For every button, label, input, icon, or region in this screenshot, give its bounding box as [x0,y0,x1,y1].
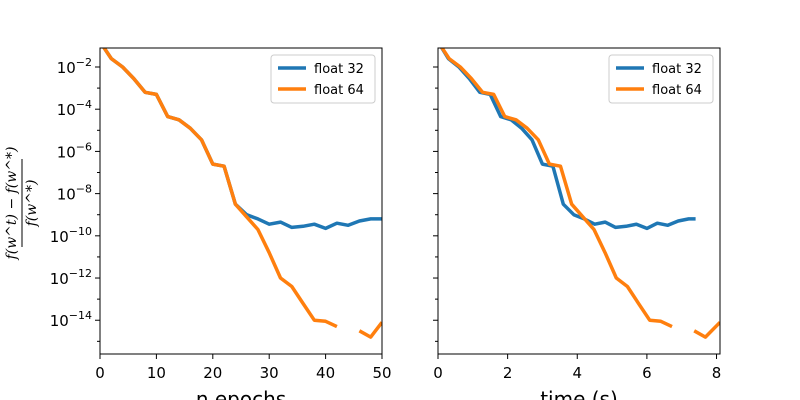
y-tick-label: 10−4 [57,98,92,119]
series-line-float64 [102,48,382,339]
y-label-denominator: f(w^*) [24,180,40,228]
x-tick-label: 20 [203,364,222,382]
series-layer [102,48,382,339]
y-label-numerator: f(w^t) − f(w^*) [4,147,20,261]
y-tick-label: 10−6 [57,140,92,161]
x-tick-label: 40 [316,364,335,382]
x-tick-label: 4 [572,364,582,382]
y-tick-label: 10−2 [57,56,92,77]
x-tick-label: 0 [95,364,105,382]
chart-time: 0 2 4 6 8 time (s) float 32 float 64 [433,47,722,400]
x-axis-title: n epochs [196,387,286,400]
axes-frame [437,47,721,355]
y-tick-label: 10−10 [50,225,92,246]
legend: float 32 float 64 [270,54,376,104]
x-tick-label: 30 [260,364,279,382]
legend-label: float 32 [652,62,702,77]
x-tick-label: 8 [712,364,722,382]
y-axis-label: f(w^t) − f(w^*) f(w^*) [4,147,40,261]
x-tick-label: 10 [147,364,166,382]
legend-label: float 32 [314,62,364,77]
legend-label: float 64 [314,83,364,98]
axes-frame [99,47,383,355]
y-tick-label: 10−12 [50,267,92,288]
legend: float 32 float 64 [608,54,714,104]
y-tick-label: 10−8 [57,183,92,204]
x-tick-label: 6 [642,364,652,382]
y-tick-label: 10−14 [50,309,92,330]
x-tick-label: 2 [503,364,513,382]
series-layer [439,48,720,339]
x-tick-label: 50 [372,364,391,382]
series-line-float64 [440,48,720,339]
x-axis-title: time (s) [540,387,618,400]
chart-epochs: 0 10 20 30 40 50 10−2 10−4 10−6 10−8 10−10 10−12 10−… [50,47,392,400]
legend-label: float 64 [652,83,702,98]
x-tick-label: 0 [433,364,443,382]
